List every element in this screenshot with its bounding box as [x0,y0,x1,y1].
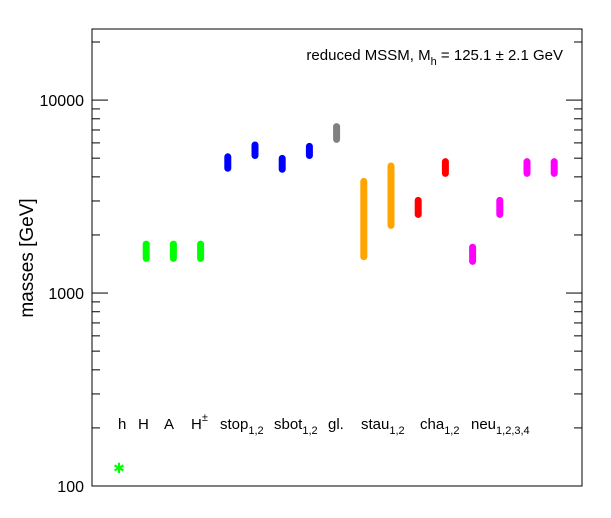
h-label: h [118,416,126,433]
bar-stau2 [387,162,395,229]
y-tick-label-1: 1000 [48,286,84,303]
Hpm-label: H± [191,412,208,433]
stau-label: stau1,2 [361,416,405,437]
bar-h: ✱ [113,460,125,476]
bar-gluino [333,123,341,143]
neu-label-text: neu [471,416,496,433]
bar-H± [197,240,205,262]
bar-neu2 [496,196,504,218]
chart-title: reduced MSSM, Mh = 125.1 ± 2.1 GeV [306,47,563,68]
y-axis-label: masses [GeV] [17,198,38,317]
gluino-label-text: gl. [328,416,344,433]
particle-labels: h H A H± stop1,2 sbot1,2 gl. stau1,2 cha1,2 neu1,… [118,412,530,437]
sbot-label-text: sbot [274,416,303,433]
cha-label-sub: 1,2 [444,425,459,437]
mass-bars: ✱ [113,123,558,476]
y-tick-label-2: 10000 [40,93,85,110]
stop-label-sub: 1,2 [248,425,263,437]
axis-ticks [92,41,582,487]
h-label-text: h [118,416,126,433]
y-tick-label-0: 100 [57,479,84,496]
cha-label-text: cha [420,416,445,433]
chart-title-main: reduced MSSM, M [306,47,430,64]
neu-label: neu1,2,3,4 [471,416,530,437]
bar-sbot1 [278,154,286,173]
bar-neu3 [523,158,531,177]
A-label: A [164,416,174,433]
Hpm-label-text: H [191,416,202,433]
sbot-label-sub: 1,2 [302,425,317,437]
chart-title-sub: h [431,56,437,68]
bar-cha1 [414,196,422,218]
bar-sbot2 [305,142,313,160]
bar-neu1 [469,243,477,265]
Hpm-label-sup: ± [202,412,208,424]
bar-cha2 [441,158,449,177]
stop-label: stop1,2 [220,416,264,437]
stau-label-sub: 1,2 [389,425,404,437]
stop-label-text: stop [220,416,248,433]
H-label-text: H [138,416,149,433]
bar-neu4 [550,158,558,177]
cha-label: cha1,2 [420,416,459,437]
A-label-text: A [164,416,174,433]
chart-title-rest: = 125.1 ± 2.1 GeV [437,47,563,64]
bar-H [142,240,150,262]
y-tick-labels: 100 1000 10000 [40,93,85,496]
H-label: H [138,416,149,433]
bar-A [169,240,177,262]
stau-label-text: stau [361,416,389,433]
gluino-label: gl. [328,416,344,433]
sbot-label: sbot1,2 [274,416,318,437]
neu-label-sub: 1,2,3,4 [496,425,530,437]
bar-stop2 [251,141,259,160]
bar-stau1 [360,177,368,261]
bar-stop1 [224,153,232,172]
plot-frame [91,28,583,487]
